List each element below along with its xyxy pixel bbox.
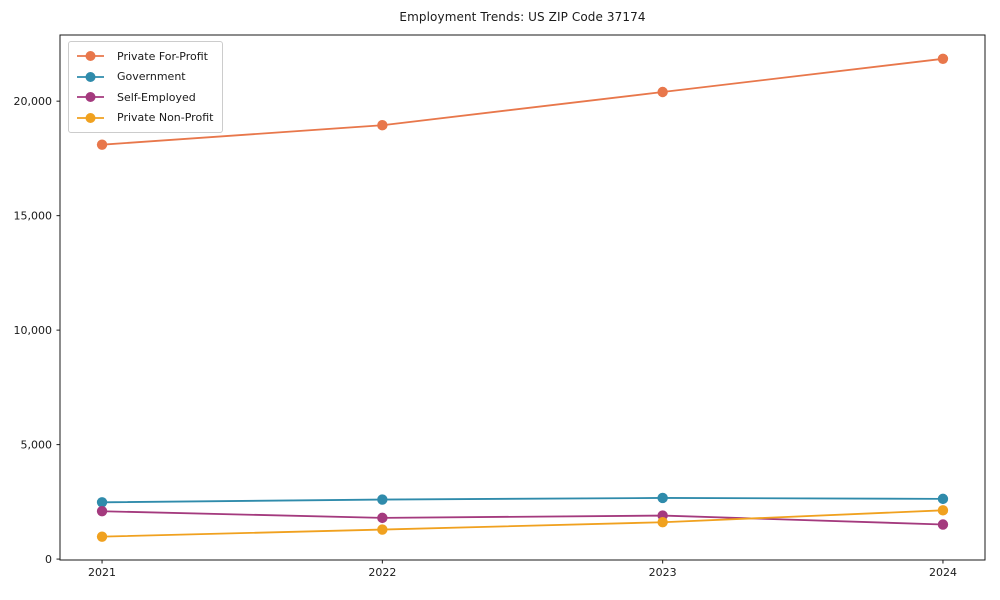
legend-item-private-non-profit: Private Non-Profit [76, 108, 213, 129]
data-point-private-non-profit-2022 [377, 524, 388, 535]
data-point-private-for-profit-2021 [96, 139, 108, 150]
data-point-self-employed-2021 [96, 506, 108, 517]
legend-marker-private-for-profit [77, 51, 104, 62]
data-point-private-for-profit-2023 [657, 86, 668, 98]
data-point-government-2024 [937, 493, 949, 505]
data-point-self-employed-2024 [937, 519, 949, 530]
data-point-private-for-profit-2024 [937, 53, 949, 65]
y-tick-label-15-000: 15,000 [14, 209, 53, 222]
data-point-private-non-profit-2024 [937, 505, 949, 516]
x-tick-label-2022: 2022 [368, 566, 396, 579]
legend: Private For-Profit Government Self-Employe… [68, 41, 224, 133]
legend-marker-government [77, 71, 104, 82]
legend-label-private-non-profit: Private Non-Profit [117, 111, 214, 125]
y-tick-label-0: 0 [45, 553, 52, 566]
y-tick-label-5-000: 5,000 [21, 438, 53, 451]
legend-label-self-employed: Self-Employed [117, 90, 196, 104]
x-tick-label-2021: 2021 [88, 566, 116, 579]
data-point-private-for-profit-2022 [377, 120, 388, 131]
data-point-government-2023 [657, 492, 668, 504]
series-line-private-for-profit [101, 57, 944, 146]
data-point-government-2022 [377, 494, 388, 505]
legend-marker-private-non-profit [77, 112, 104, 123]
x-tick-label-2024: 2024 [929, 566, 957, 579]
x-tick-label-2023: 2023 [649, 566, 677, 579]
axes-frame [59, 34, 986, 561]
series-line-self-employed [102, 510, 943, 526]
data-point-self-employed-2022 [377, 512, 388, 524]
legend-item-self-employed: Self-Employed [76, 87, 213, 108]
chart-title: Employment Trends: US ZIP Code 37174 [399, 10, 646, 24]
legend-item-private-for-profit: Private For-Profit [76, 46, 213, 67]
data-point-government-2021 [96, 497, 108, 508]
legend-marker-self-employed [77, 92, 104, 103]
series-line-private-non-profit [102, 509, 943, 538]
legend-label-government: Government [117, 70, 186, 84]
data-point-private-non-profit-2021 [96, 531, 108, 542]
legend-label-private-for-profit: Private For-Profit [117, 49, 208, 63]
legend-item-government: Government [76, 67, 213, 88]
data-point-private-non-profit-2023 [657, 517, 668, 528]
series-line-government [102, 497, 943, 504]
y-tick-label-20-000: 20,000 [14, 95, 53, 108]
y-tick-label-10-000: 10,000 [14, 324, 53, 337]
